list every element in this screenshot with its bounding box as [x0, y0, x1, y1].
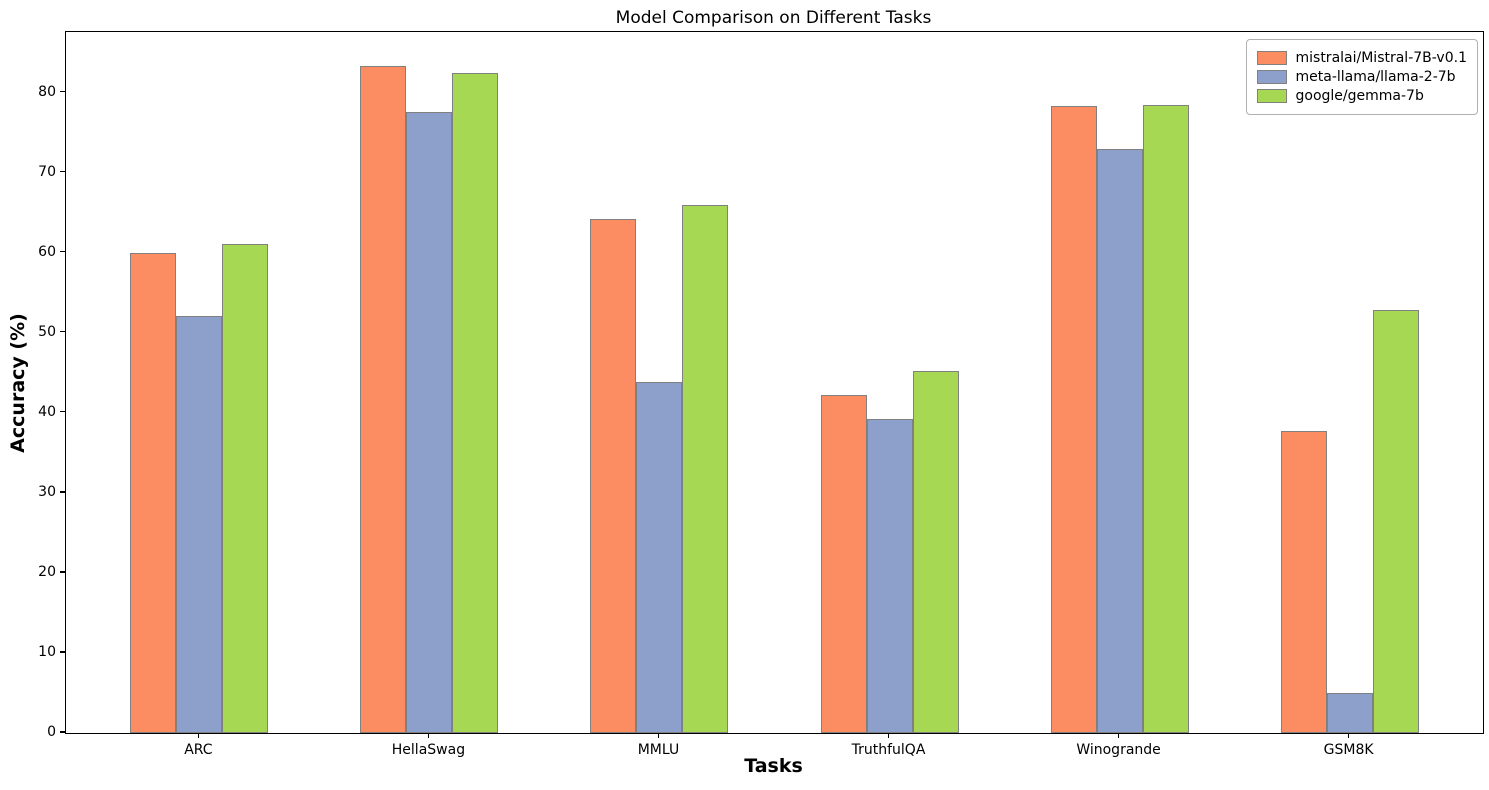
bar-ARC-series-1 — [176, 316, 223, 733]
legend: mistralai/Mistral-7B-v0.1 meta-llama/llam… — [1245, 39, 1478, 115]
x-axis-label: Tasks — [744, 755, 803, 777]
y-tick-label-40: 40 — [38, 403, 56, 420]
bar-Winogrande-series-0 — [1050, 105, 1097, 733]
y-tick-label-50: 50 — [38, 323, 56, 340]
y-tick-mark-80 — [60, 91, 65, 93]
plot-area: mistralai/Mistral-7B-v0.1 meta-llama/llam… — [65, 31, 1484, 734]
legend-entry-2: google/gemma-7b — [1256, 88, 1468, 104]
y-tick-label-20: 20 — [38, 563, 56, 580]
bar-ARC-series-2 — [222, 244, 269, 733]
legend-label: meta-llama/llama-2-7b — [1295, 69, 1456, 85]
y-tick-mark-0 — [60, 731, 65, 733]
x-tick-label-Winogrande: Winogrande — [1076, 742, 1161, 758]
x-tick-mark-HellaSwag — [427, 733, 430, 739]
y-tick-mark-60 — [60, 251, 65, 253]
x-tick-mark-ARC — [197, 733, 199, 739]
y-tick-mark-10 — [60, 651, 65, 653]
y-tick-label-70: 70 — [38, 163, 56, 180]
y-tick-mark-50 — [60, 331, 65, 333]
chart-title: Model Comparison on Different Tasks — [615, 8, 932, 28]
legend-label: mistralai/Mistral-7B-v0.1 — [1295, 50, 1468, 66]
legend-swatch-icon — [1256, 89, 1287, 103]
y-tick-mark-30 — [60, 491, 65, 493]
bar-TruthfulQA-series-1 — [866, 418, 913, 733]
legend-label: google/gemma-7b — [1295, 88, 1424, 104]
bar-HellaSwag-series-0 — [360, 66, 407, 733]
legend-swatch-icon — [1256, 51, 1287, 65]
x-tick-label-ARC: ARC — [184, 742, 213, 758]
legend-swatch-icon — [1256, 70, 1287, 84]
x-tick-label-TruthfulQA: TruthfulQA — [851, 742, 926, 758]
bar-HellaSwag-series-1 — [406, 112, 453, 733]
x-tick-label-GSM8K: GSM8K — [1323, 742, 1374, 758]
y-tick-label-10: 10 — [38, 643, 56, 660]
bar-TruthfulQA-series-2 — [912, 370, 959, 733]
bar-TruthfulQA-series-0 — [820, 395, 867, 733]
x-tick-mark-TruthfulQA — [887, 733, 890, 739]
y-tick-label-30: 30 — [38, 483, 56, 500]
x-tick-mark-Winogrande — [1117, 733, 1120, 739]
bar-ARC-series-0 — [130, 252, 177, 733]
legend-entry-0: mistralai/Mistral-7B-v0.1 — [1256, 50, 1468, 66]
bar-MMLU-series-1 — [636, 381, 683, 733]
x-tick-mark-GSM8K — [1347, 733, 1350, 739]
x-tick-label-HellaSwag: HellaSwag — [391, 742, 466, 758]
bar-Winogrande-series-1 — [1096, 148, 1143, 733]
bar-GSM8K-series-0 — [1280, 430, 1327, 733]
y-tick-label-60: 60 — [38, 243, 56, 260]
y-tick-mark-40 — [60, 411, 65, 413]
bar-GSM8K-series-1 — [1326, 693, 1373, 733]
bar-GSM8K-series-2 — [1372, 310, 1419, 733]
bar-HellaSwag-series-2 — [452, 72, 499, 733]
y-tick-mark-20 — [60, 571, 65, 573]
y-tick-label-0: 0 — [47, 724, 56, 740]
bar-MMLU-series-0 — [590, 219, 637, 733]
bar-Winogrande-series-2 — [1142, 104, 1189, 733]
x-tick-mark-MMLU — [657, 733, 660, 739]
bar-MMLU-series-2 — [682, 204, 729, 733]
legend-entry-1: meta-llama/llama-2-7b — [1256, 69, 1468, 85]
x-tick-label-MMLU: MMLU — [637, 742, 680, 758]
y-tick-mark-70 — [60, 171, 65, 173]
y-tick-label-80: 80 — [38, 83, 56, 100]
